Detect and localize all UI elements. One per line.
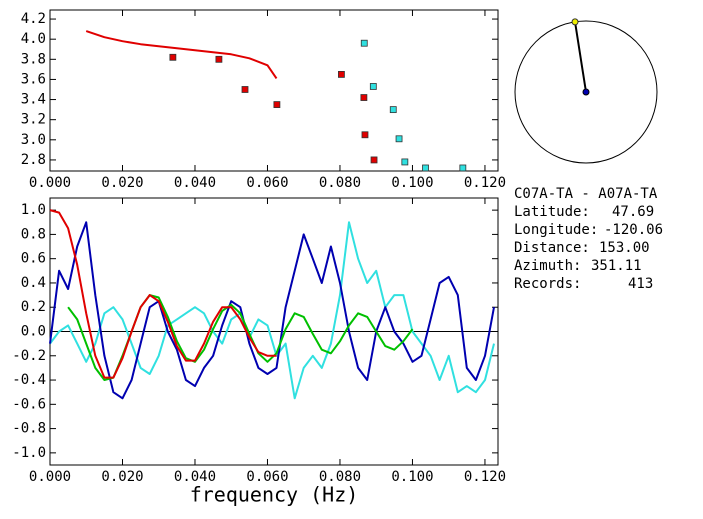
data-point bbox=[338, 71, 345, 78]
x-tick-label: 0.100 bbox=[391, 175, 433, 191]
plot-frame bbox=[49, 9, 499, 172]
y-tick-label: 0.4 bbox=[21, 275, 46, 291]
data-point bbox=[389, 106, 397, 114]
azimuth-dot bbox=[571, 18, 579, 26]
data-point bbox=[401, 158, 409, 166]
y-tick-label: -0.8 bbox=[12, 421, 46, 437]
data-point bbox=[169, 53, 177, 61]
field-value: 351.11 bbox=[591, 258, 642, 274]
station-dot bbox=[582, 88, 590, 96]
field-value: 413 bbox=[628, 276, 653, 292]
y-tick-label: 0.0 bbox=[21, 324, 46, 340]
field-label: Latitude: bbox=[514, 204, 590, 220]
field-label: Azimuth: bbox=[514, 258, 581, 274]
data-point bbox=[241, 86, 249, 93]
data-point bbox=[370, 156, 378, 164]
field-label: Distance: bbox=[514, 240, 590, 256]
x-tick-label: 0.080 bbox=[319, 469, 361, 485]
y-tick-label: -0.2 bbox=[12, 348, 46, 364]
x-tick-label: 0.020 bbox=[101, 469, 143, 485]
data-point bbox=[369, 83, 377, 90]
data-point bbox=[422, 164, 429, 172]
field-label: Longitude: bbox=[514, 222, 598, 238]
data-point bbox=[361, 131, 369, 139]
x-axis-label: frequency (Hz) bbox=[190, 483, 359, 507]
x-tick-label: 0.060 bbox=[246, 469, 288, 485]
data-line bbox=[49, 221, 495, 400]
y-tick-label: 0.2 bbox=[21, 299, 46, 315]
y-tick-label: 3.8 bbox=[21, 51, 46, 67]
x-tick-label: 0.060 bbox=[246, 175, 288, 191]
data-point bbox=[215, 55, 223, 63]
y-tick-label: -1.0 bbox=[12, 445, 46, 461]
data-line bbox=[49, 209, 277, 379]
x-tick-label: 0.080 bbox=[319, 175, 361, 191]
y-tick-label: 3.6 bbox=[21, 71, 46, 87]
station-pair: C07A-TA - A07A-TA bbox=[514, 186, 658, 202]
field-value: 47.69 bbox=[612, 204, 654, 220]
azimuth-needle bbox=[574, 21, 587, 93]
x-tick-label: 0.040 bbox=[174, 469, 216, 485]
data-point bbox=[273, 101, 281, 108]
field-value: 153.00 bbox=[599, 240, 650, 256]
y-tick-label: -0.6 bbox=[12, 396, 46, 412]
x-tick-label: 0.000 bbox=[29, 469, 71, 485]
azimuth-dial bbox=[514, 20, 658, 164]
data-point bbox=[459, 164, 467, 172]
x-tick-label: 0.100 bbox=[391, 469, 433, 485]
data-point bbox=[360, 94, 368, 101]
x-tick-label: 0.040 bbox=[174, 175, 216, 191]
x-tick-label: 0.120 bbox=[464, 469, 506, 485]
y-tick-label: 1.0 bbox=[21, 202, 46, 218]
y-tick-label: 4.0 bbox=[21, 31, 46, 47]
x-tick-label: 0.020 bbox=[101, 175, 143, 191]
y-tick-label: 2.8 bbox=[21, 152, 46, 168]
y-tick-label: 4.2 bbox=[21, 11, 46, 27]
data-line bbox=[85, 30, 278, 79]
x-tick-label: 0.120 bbox=[464, 175, 506, 191]
y-tick-label: 0.6 bbox=[21, 251, 46, 267]
data-point bbox=[395, 135, 403, 143]
data-point bbox=[360, 39, 368, 47]
y-tick-label: 3.0 bbox=[21, 132, 46, 148]
data-line bbox=[49, 221, 495, 400]
y-tick-label: 3.2 bbox=[21, 112, 46, 128]
field-value: -120.06 bbox=[604, 222, 663, 238]
y-tick-label: -0.4 bbox=[12, 372, 46, 388]
y-tick-label: 0.8 bbox=[21, 226, 46, 242]
y-tick-label: 3.4 bbox=[21, 92, 46, 108]
field-label: Records: bbox=[514, 276, 581, 292]
x-tick-label: 0.000 bbox=[29, 175, 71, 191]
